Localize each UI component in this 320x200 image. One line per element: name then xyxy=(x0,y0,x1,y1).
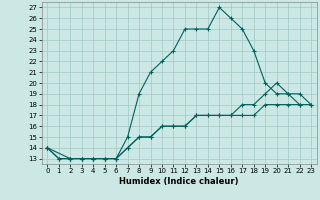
X-axis label: Humidex (Indice chaleur): Humidex (Indice chaleur) xyxy=(119,177,239,186)
